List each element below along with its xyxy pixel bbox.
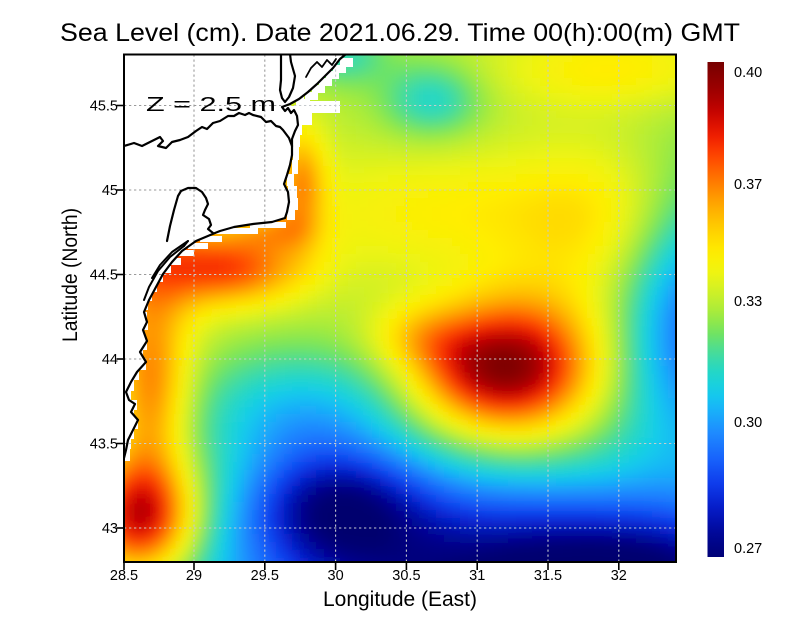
svg-text:0.40: 0.40 bbox=[734, 65, 762, 81]
svg-text:28.5: 28.5 bbox=[110, 568, 138, 584]
svg-text:31: 31 bbox=[469, 568, 485, 584]
svg-text:45: 45 bbox=[102, 183, 118, 199]
svg-text:44: 44 bbox=[102, 352, 118, 368]
svg-text:43: 43 bbox=[102, 521, 118, 537]
svg-text:30.5: 30.5 bbox=[392, 568, 420, 584]
svg-text:0.33: 0.33 bbox=[734, 294, 762, 310]
svg-text:0.37: 0.37 bbox=[734, 177, 762, 193]
svg-text:29: 29 bbox=[186, 568, 202, 584]
svg-text:44.5: 44.5 bbox=[90, 268, 118, 284]
svg-text:Z = 2.5 m: Z = 2.5 m bbox=[146, 94, 276, 116]
svg-text:31.5: 31.5 bbox=[534, 568, 562, 584]
svg-text:0.30: 0.30 bbox=[734, 415, 762, 431]
svg-text:0.27: 0.27 bbox=[734, 541, 762, 557]
svg-text:45.5: 45.5 bbox=[90, 99, 118, 115]
svg-text:Latitude (North): Latitude (North) bbox=[58, 208, 82, 342]
svg-text:Longitude (East): Longitude (East) bbox=[323, 587, 477, 611]
svg-text:Sea Level (cm). Date 2021.06.2: Sea Level (cm). Date 2021.06.29. Time 00… bbox=[60, 19, 740, 47]
svg-text:30: 30 bbox=[328, 568, 344, 584]
svg-text:29.5: 29.5 bbox=[251, 568, 279, 584]
svg-text:43.5: 43.5 bbox=[90, 437, 118, 453]
svg-text:32: 32 bbox=[611, 568, 627, 584]
